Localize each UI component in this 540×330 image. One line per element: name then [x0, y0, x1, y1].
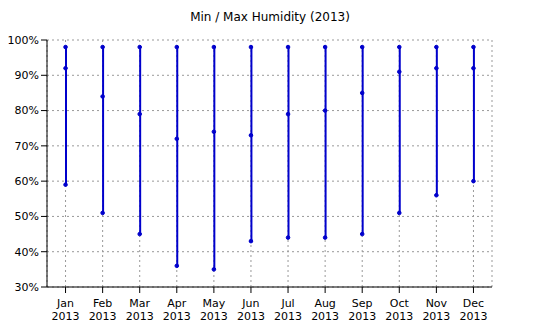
svg-text:Jan2013: Jan2013 [52, 297, 80, 323]
svg-text:Mar2013: Mar2013 [126, 297, 154, 323]
svg-text:May2013: May2013 [200, 297, 228, 323]
svg-text:Apr2013: Apr2013 [163, 297, 191, 323]
svg-text:30%: 30% [15, 281, 39, 294]
svg-text:Aug2013: Aug2013 [311, 297, 339, 323]
svg-text:80%: 80% [15, 104, 39, 117]
svg-text:Oct2013: Oct2013 [385, 297, 413, 323]
svg-text:100%: 100% [8, 34, 39, 47]
svg-text:40%: 40% [15, 246, 39, 259]
svg-text:Sep2013: Sep2013 [348, 297, 376, 323]
svg-text:50%: 50% [15, 210, 39, 223]
svg-text:90%: 90% [15, 69, 39, 82]
svg-text:Nov2013: Nov2013 [422, 297, 450, 323]
svg-text:60%: 60% [15, 175, 39, 188]
svg-text:Feb2013: Feb2013 [89, 297, 117, 323]
svg-text:Dec2013: Dec2013 [459, 297, 487, 323]
svg-text:70%: 70% [15, 140, 39, 153]
svg-text:Jun2013: Jun2013 [237, 297, 265, 323]
html-text:Min / Max Humidity (2013): Min / Max Humidity (2013) [190, 10, 350, 24]
svg-text:Jul2013: Jul2013 [274, 297, 302, 323]
